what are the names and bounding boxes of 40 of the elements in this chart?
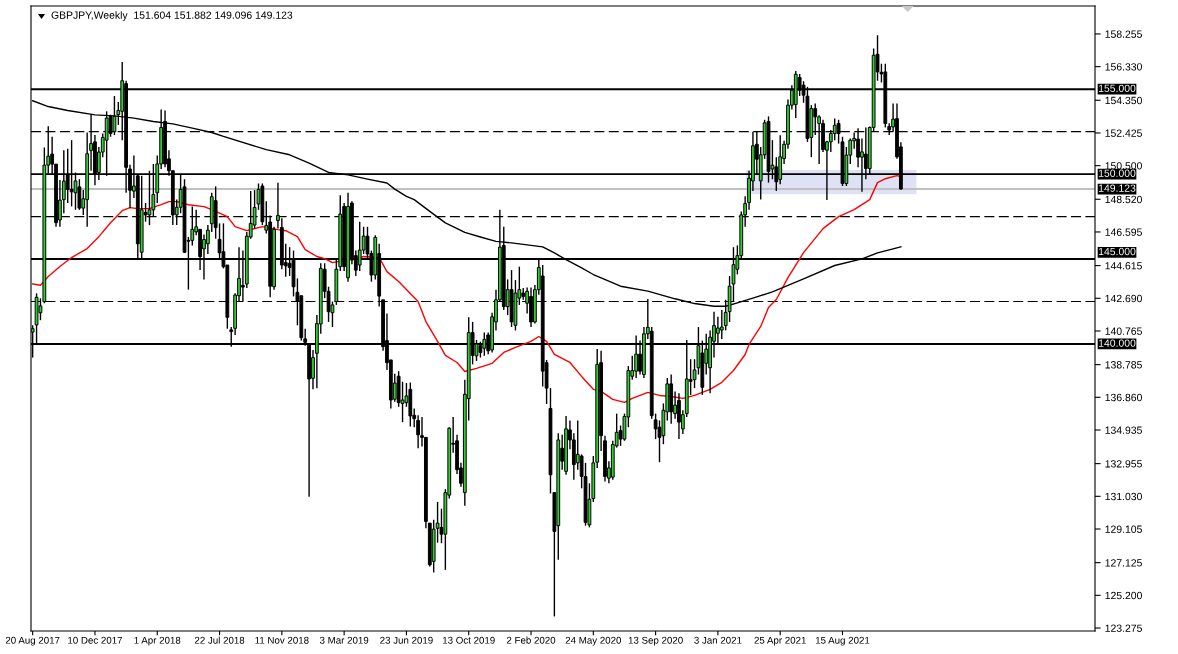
y-tick-label: 140.765 bbox=[1105, 327, 1142, 335]
x-tick-label: 23 Jun 2019 bbox=[380, 636, 433, 644]
y-tick-label: 129.105 bbox=[1105, 525, 1142, 533]
y-tick-label: 138.785 bbox=[1105, 361, 1142, 369]
x-tick-label: 25 Apr 2021 bbox=[754, 636, 806, 646]
y-tick-label: 136.860 bbox=[1105, 393, 1142, 402]
y-tick-label: 152.425 bbox=[1105, 129, 1142, 137]
y-tick-label: 132.955 bbox=[1105, 460, 1142, 468]
x-tick-label: 13 Oct 2019 bbox=[442, 636, 495, 644]
ref-line-label: 145.000 bbox=[1098, 247, 1136, 256]
x-tick-label: 22 Jul 2018 bbox=[194, 636, 245, 644]
y-tick-label: 154.350 bbox=[1105, 96, 1142, 105]
ref-line-label: 140.000 bbox=[1098, 339, 1136, 347]
x-tick-label: 24 May 2020 bbox=[565, 636, 622, 646]
y-tick-label: 158.255 bbox=[1105, 30, 1142, 38]
y-tick-label: 150.500 bbox=[1105, 162, 1142, 170]
y-tick-label: 125.200 bbox=[1105, 591, 1142, 600]
y-tick-label: 131.030 bbox=[1105, 492, 1142, 501]
x-tick-label: 15 Aug 2021 bbox=[815, 636, 870, 646]
y-tick-label: 127.125 bbox=[1105, 559, 1142, 567]
y-tick-label: 146.595 bbox=[1105, 228, 1142, 236]
x-tick-label: 3 Jan 2021 bbox=[694, 636, 742, 644]
y-tick-label: 134.935 bbox=[1105, 426, 1142, 434]
y-tick-label: 142.690 bbox=[1105, 294, 1142, 303]
y-tick-label: 144.615 bbox=[1105, 262, 1142, 270]
candlestick bbox=[677, 392, 681, 440]
ref-line-label: 149.123 bbox=[1098, 184, 1136, 192]
x-tick-label: 1 Apr 2018 bbox=[134, 636, 181, 646]
y-tick-label: 123.275 bbox=[1105, 624, 1142, 632]
x-tick-label: 11 Nov 2018 bbox=[255, 636, 309, 644]
x-tick-label: 20 Aug 2017 bbox=[5, 636, 60, 646]
ref-line-label: 150.000 bbox=[1098, 169, 1136, 177]
chart-title: GBPJPY,Weekly 151.604 151.882 149.096 149.123 bbox=[51, 11, 293, 21]
x-tick-label: 10 Dec 2017 bbox=[68, 636, 123, 644]
y-tick-label: 156.330 bbox=[1105, 63, 1142, 71]
y-tick-label: 148.520 bbox=[1105, 195, 1142, 204]
x-tick-label: 13 Sep 2020 bbox=[628, 636, 683, 646]
x-tick-label: 3 Mar 2019 bbox=[319, 636, 369, 644]
x-tick-label: 2 Feb 2020 bbox=[506, 636, 556, 644]
ref-line-label: 155.000 bbox=[1098, 84, 1136, 93]
